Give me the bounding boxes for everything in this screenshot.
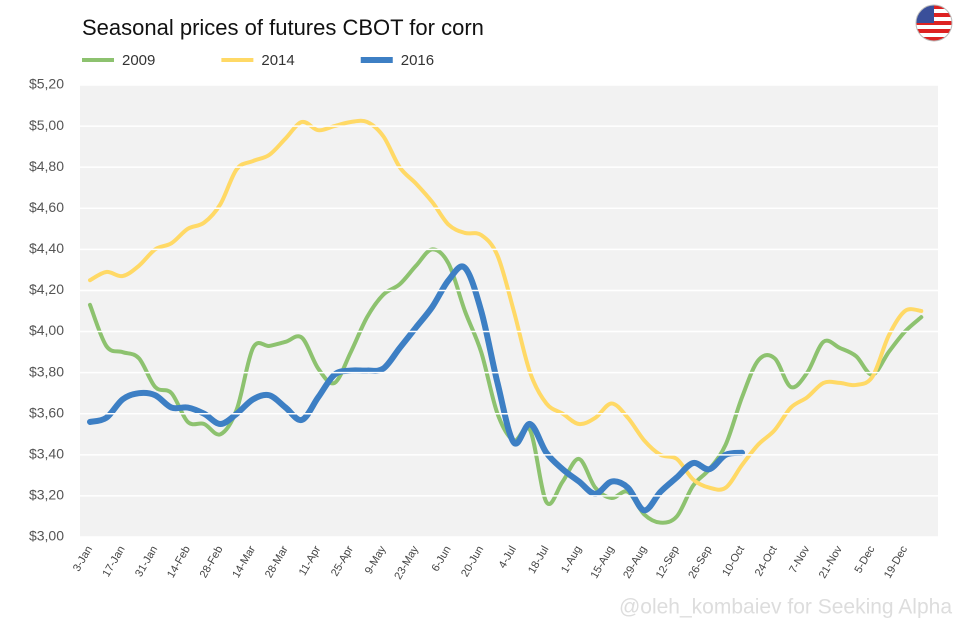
plot-background	[80, 85, 938, 537]
y-tick-label: $5,00	[29, 117, 64, 133]
series-line	[88, 247, 924, 525]
x-tick-label: 25-Apr	[329, 544, 356, 579]
x-tick-label: 12-Sep	[654, 544, 682, 581]
x-tick-label: 29-Aug	[621, 544, 649, 581]
x-tick-label: 4-Jul	[497, 544, 519, 571]
x-tick-label: 9-May	[363, 544, 389, 577]
watermark: @oleh_kombaiev for Seeking Alpha	[619, 596, 952, 619]
y-tick-label: $3,60	[29, 404, 64, 420]
x-tick-label: 21-Nov	[817, 544, 845, 581]
chart-title: Seasonal prices of futures CBOT for corn	[82, 15, 484, 40]
y-tick-label: $4,00	[29, 322, 64, 338]
x-tick-label: 19-Dec	[882, 544, 910, 581]
x-tick-label: 1-Aug	[559, 544, 584, 575]
legend-label: 2009	[122, 52, 155, 69]
x-tick-label: 20-Jun	[459, 544, 486, 579]
x-tick-label: 11-Apr	[297, 544, 324, 578]
x-tick-label: 7-Nov	[787, 544, 812, 576]
y-tick-label: $3,00	[29, 528, 64, 544]
x-tick-label: 31-Jan	[133, 544, 160, 579]
legend-label: 2016	[401, 52, 434, 69]
series-line	[87, 263, 745, 514]
x-tick-label: 10-Oct	[720, 544, 747, 579]
y-tick-label: $4,60	[29, 199, 64, 215]
series-line	[88, 118, 924, 492]
y-tick-label: $4,80	[29, 158, 64, 174]
x-tick-label: 14-Mar	[230, 544, 258, 580]
x-tick-label: 23-May	[392, 544, 421, 582]
y-tick-label: $3,80	[29, 363, 64, 379]
plot	[87, 118, 924, 525]
x-tick-label: 15-Aug	[589, 544, 617, 581]
y-tick-label: $3,40	[29, 446, 64, 462]
y-tick-label: $3,20	[29, 487, 64, 503]
x-tick-label: 5-Dec	[852, 544, 877, 576]
x-tick-label: 26-Sep	[686, 544, 714, 581]
flag-icon	[915, 4, 953, 42]
x-tick-label: 17-Jan	[101, 544, 128, 579]
y-tick-label: $4,20	[29, 281, 64, 297]
legend-label: 2014	[261, 52, 294, 69]
x-tick-label: 18-Jul	[526, 544, 551, 576]
x-tick-label: 14-Feb	[165, 544, 193, 580]
y-tick-label: $5,20	[29, 76, 64, 92]
x-tick-label: 3-Jan	[71, 544, 95, 574]
y-tick-label: $4,40	[29, 240, 64, 256]
x-tick-label: 28-Feb	[198, 544, 226, 580]
x-tick-label: 28-Mar	[263, 544, 291, 580]
x-tick-label: 24-Oct	[753, 544, 780, 579]
x-tick-label: 6-Jun	[430, 544, 454, 574]
